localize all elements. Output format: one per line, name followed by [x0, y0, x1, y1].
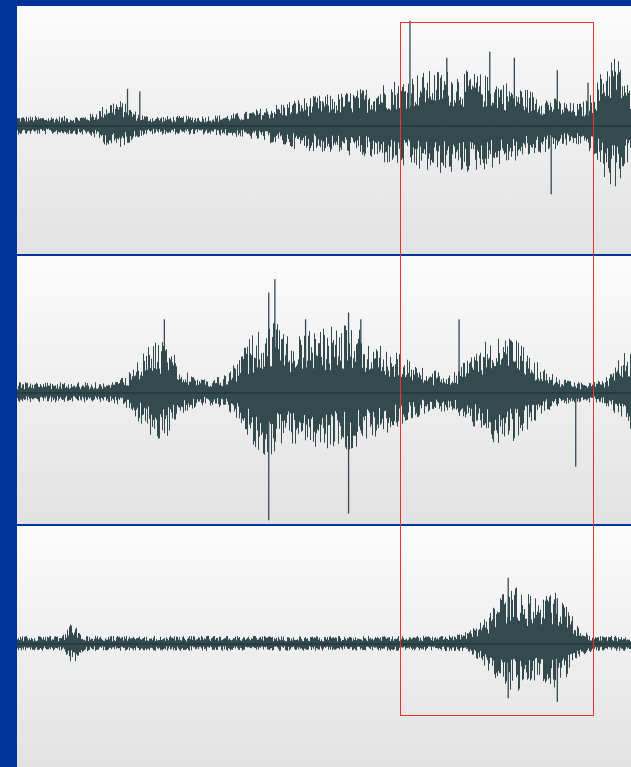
- audio-track-1[interactable]: [17, 6, 631, 254]
- waveform-2: [17, 279, 631, 521]
- audio-track-2[interactable]: [17, 256, 631, 524]
- waveform-body: [17, 58, 631, 187]
- audio-track-3[interactable]: [17, 526, 631, 767]
- waveform-body: [17, 323, 631, 455]
- waveform-3: [17, 577, 631, 702]
- waveform-1: [17, 20, 631, 195]
- time-selection-box[interactable]: [400, 22, 594, 716]
